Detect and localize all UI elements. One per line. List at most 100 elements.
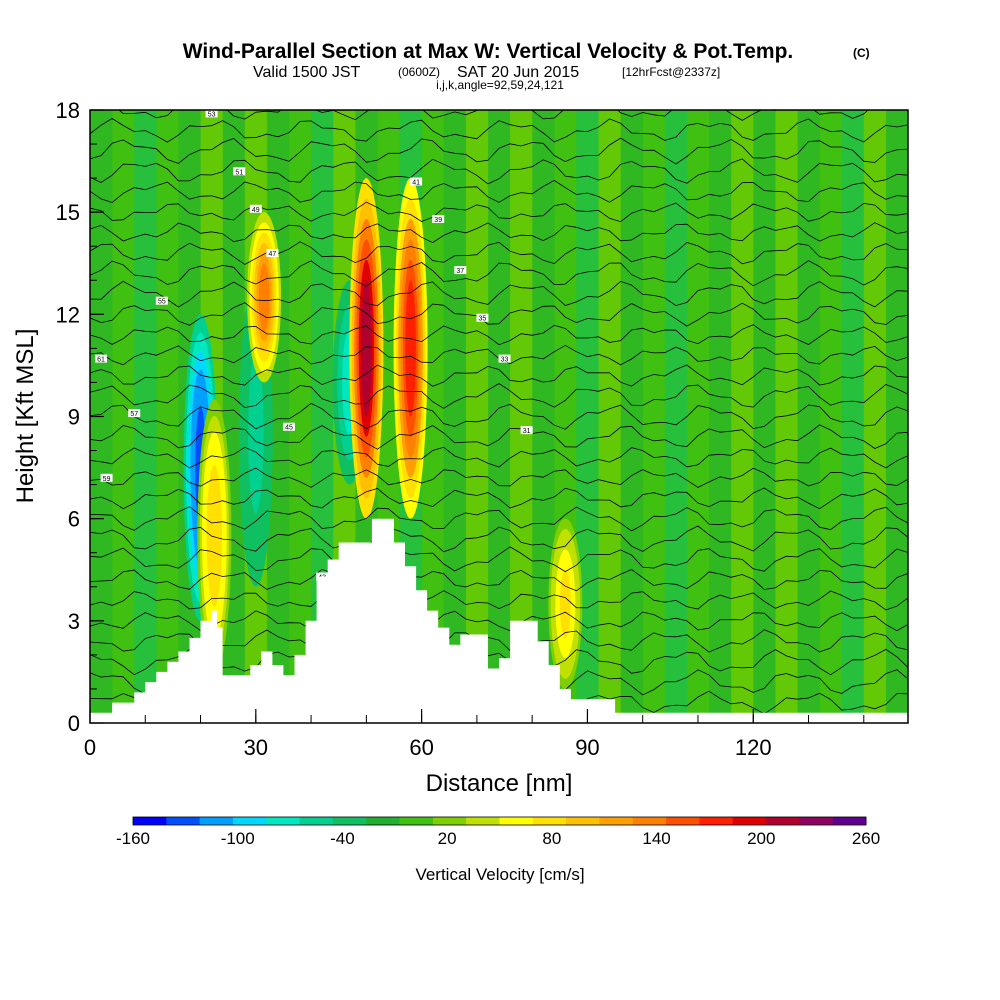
theta-label-text: 61 — [97, 357, 105, 364]
theta-contour — [90, 179, 908, 203]
theta-contour — [90, 525, 908, 553]
theta-contour — [90, 241, 908, 265]
theta-label-box — [100, 473, 113, 482]
field-band — [885, 110, 908, 723]
theta-label-box — [95, 354, 108, 363]
colorbar-tick-label: 260 — [852, 829, 880, 848]
field-band — [775, 110, 798, 723]
colorbar-swatch — [466, 817, 500, 825]
field-band — [731, 110, 754, 723]
y-tick-label: 9 — [68, 405, 80, 430]
updraft-core — [209, 481, 220, 591]
colorbar-tick-label: 20 — [438, 829, 457, 848]
colorbar-swatch — [499, 817, 534, 825]
field-band — [797, 110, 821, 723]
theta-label-text: 31 — [523, 428, 531, 435]
field-band — [686, 110, 710, 723]
colorbar-swatch — [732, 817, 767, 825]
x-tick-label: 120 — [735, 735, 772, 760]
x-tick-label: 30 — [244, 735, 268, 760]
colorbar-swatch — [699, 817, 734, 825]
colorbar-frame — [132, 816, 867, 826]
x-axis-label: Distance [nm] — [426, 770, 573, 797]
updraft-core — [405, 280, 416, 417]
colorbar-swatch — [199, 817, 234, 825]
theta-label-text: 57 — [130, 411, 138, 418]
theta-label: 47 — [266, 249, 279, 258]
theta-label-box — [205, 110, 218, 118]
theta-contour — [90, 467, 908, 488]
colorbar-tick-label: -100 — [221, 829, 255, 848]
colorbar-swatch — [666, 817, 700, 825]
colorbar: -160 -100 -40 20 80 140 200 260 — [116, 816, 880, 848]
colorbar-swatch — [133, 817, 167, 825]
y-tick-label: 3 — [68, 609, 80, 634]
theta-label-text: 35 — [479, 316, 487, 323]
colorbar-swatch — [266, 817, 300, 825]
theta-label-box — [266, 249, 279, 258]
theta-contour — [90, 201, 908, 223]
field-band — [841, 110, 865, 723]
field-band — [620, 110, 644, 723]
colorbar-label: Vertical Velocity [cm/s] — [415, 865, 584, 884]
x-tick-label: 60 — [409, 735, 433, 760]
field-band — [819, 110, 843, 723]
theta-label-text: 41 — [412, 180, 420, 187]
theta-contour — [90, 324, 908, 346]
theta-contour-labels: 61595755535149474543413937353331 — [95, 110, 533, 582]
theta-contour — [90, 446, 908, 469]
theta-contour — [90, 546, 908, 573]
theta-contour — [90, 487, 908, 510]
field-band — [753, 110, 776, 723]
field-band — [642, 110, 666, 723]
theta-label: 45 — [282, 422, 295, 432]
theta-contour — [90, 158, 908, 185]
theta-contour — [90, 590, 908, 611]
colorbar-swatch — [432, 817, 467, 825]
theta-label-box — [155, 296, 168, 305]
chart-title: Wind-Parallel Section at Max W: Vertical… — [183, 40, 794, 63]
theta-contour — [90, 118, 908, 143]
y-tick-label: 12 — [56, 302, 80, 327]
plot-area: 61595755535149474543413937353331 — [90, 110, 908, 723]
field-band — [421, 110, 445, 723]
colorbar-swatch — [399, 817, 434, 825]
y-tick-label: 18 — [56, 98, 80, 123]
theta-label-box — [454, 266, 467, 275]
downdraft-core — [250, 372, 262, 495]
y-axis: 0 3 6 9 12 15 18 — [56, 98, 104, 736]
theta-label: 41 — [410, 177, 423, 187]
x-tick-label: 90 — [575, 735, 599, 760]
updraft-core — [559, 569, 571, 638]
theta-contour — [90, 260, 908, 287]
theta-contour — [90, 137, 908, 165]
theta-label: 31 — [520, 426, 533, 435]
theta-contour — [90, 402, 908, 430]
theta-contour — [90, 222, 908, 244]
colorbar-swatch — [599, 817, 634, 825]
colorbar-swatch — [332, 817, 367, 825]
theta-contour — [90, 383, 908, 409]
colorbar-swatch — [632, 817, 667, 825]
velocity-cores — [183, 178, 583, 689]
colorbar-tick-label: 80 — [542, 829, 561, 848]
theta-label-text: 59 — [103, 476, 111, 483]
theta-contour — [90, 610, 908, 632]
y-tick-label: 6 — [68, 507, 80, 532]
field-band — [465, 110, 489, 723]
field-band — [510, 110, 533, 723]
theta-contour — [90, 568, 908, 592]
theta-label-box — [476, 313, 489, 322]
theta-contour — [90, 280, 908, 308]
theta-label-box — [410, 177, 423, 186]
colorbar-swatch — [166, 817, 201, 825]
theta-label-box — [282, 422, 295, 431]
theta-label: 37 — [454, 266, 467, 275]
y-tick-label: 15 — [56, 200, 80, 225]
field-band — [664, 110, 688, 723]
x-axis: 0 30 60 90 120 — [84, 709, 865, 760]
theta-label: 35 — [476, 313, 489, 323]
updraft-core — [361, 280, 372, 417]
theta-contour — [90, 424, 908, 450]
